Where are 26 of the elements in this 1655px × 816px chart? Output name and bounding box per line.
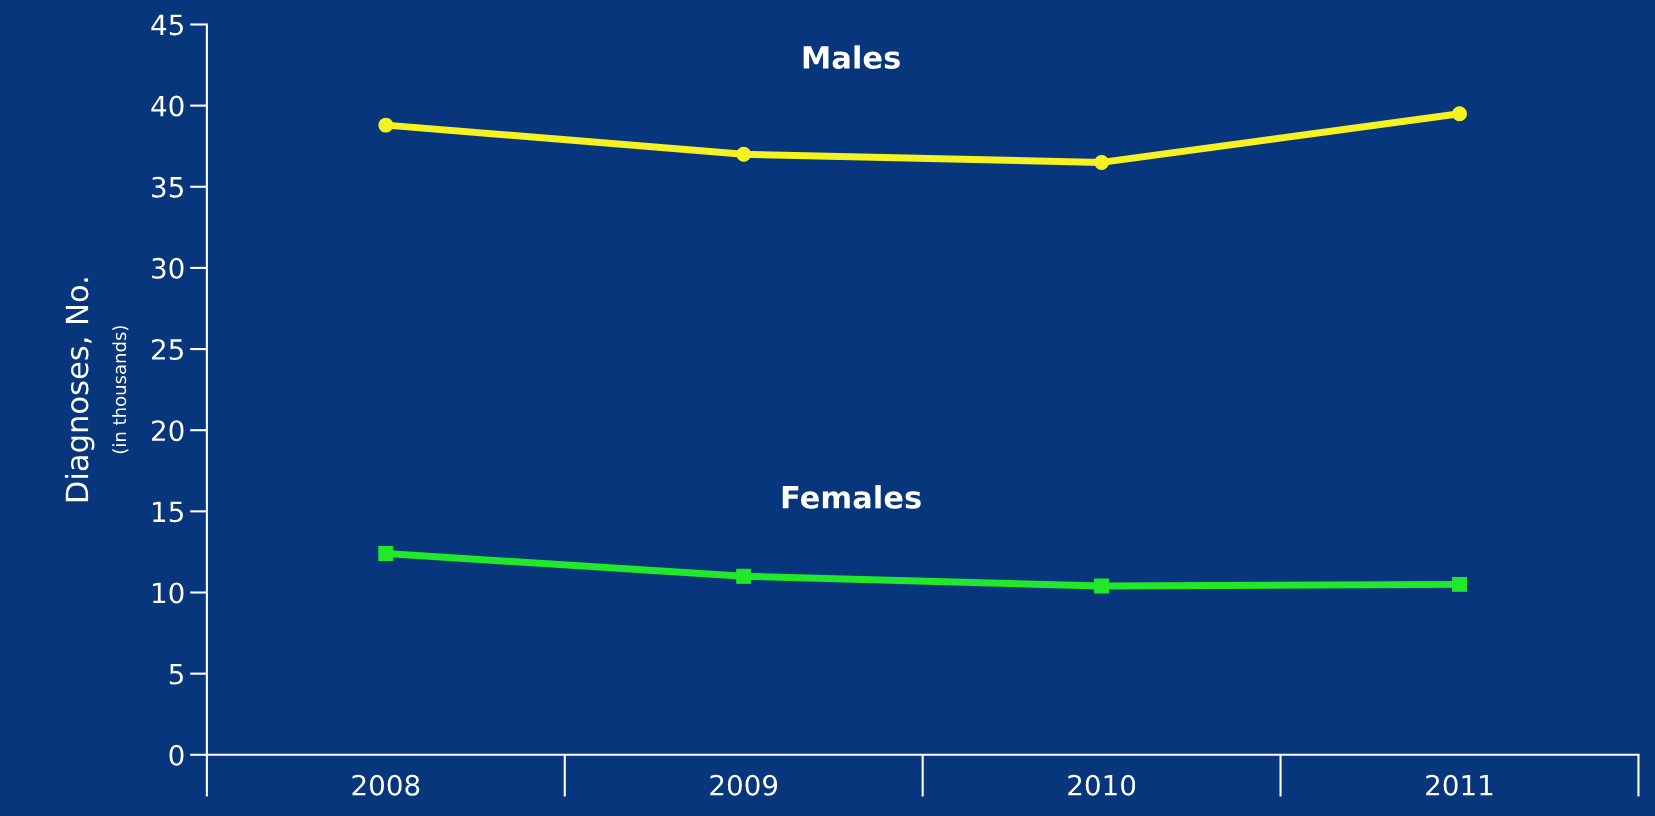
y-axis-title: Diagnoses, No. [64,278,95,502]
y-tick-label: 15 [153,501,183,523]
point [736,568,752,584]
text: Females [782,485,921,509]
y-tick-label: 20 [152,420,184,442]
point [1452,576,1467,592]
x-tick-label: 2011 [1426,774,1493,796]
y-tick-label: 40 [151,95,184,117]
y-tick-label: 0 [169,744,184,766]
text: (in thousands) [112,326,129,454]
y-tick-label: 25 [152,339,183,361]
y-tick-label: 5 [169,663,183,685]
y-tick-label: 10 [153,582,184,604]
point [1094,154,1110,170]
point [1452,106,1467,122]
x-tick-label: 2008 [352,774,420,796]
y-tick-label: 35 [152,176,183,198]
text: Males [803,45,900,69]
point [378,117,394,133]
x-tick-label: 2009 [710,774,778,796]
x-tick-label: 2010 [1068,774,1136,796]
point [378,546,394,562]
point [736,146,752,162]
y-tick-label: 45 [151,14,183,36]
y-tick-label: 30 [152,257,184,279]
point [1094,578,1110,594]
